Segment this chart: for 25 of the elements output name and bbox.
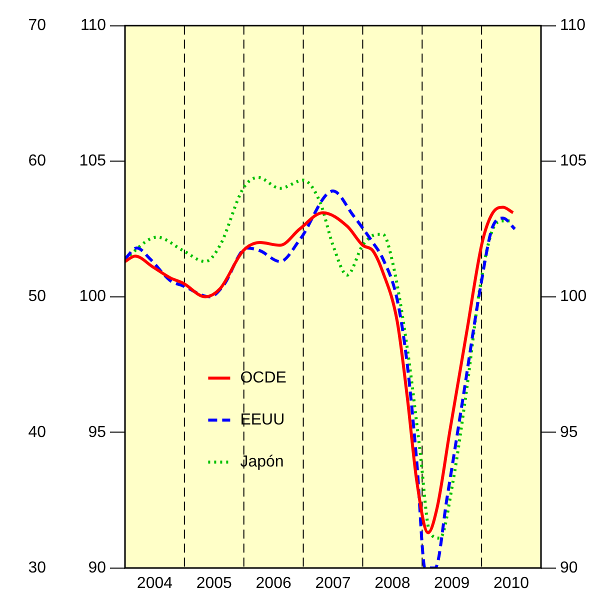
x-tick-label: 2009 bbox=[434, 575, 470, 592]
y-tick-label: 95 bbox=[88, 424, 106, 441]
y3-tick-label: 50 bbox=[28, 288, 46, 306]
x-tick-label: 2007 bbox=[315, 575, 351, 592]
y3-tick-label: 30 bbox=[28, 559, 46, 576]
y2-tick-label: 100 bbox=[560, 288, 587, 306]
y3-tick-label: 70 bbox=[28, 17, 46, 34]
x-tick-label: 2008 bbox=[374, 575, 410, 592]
legend-label: EEUU bbox=[240, 412, 285, 429]
y2-tick-label: 110 bbox=[560, 17, 586, 34]
y-tick-label: 90 bbox=[88, 559, 106, 576]
legend-label: Japón bbox=[240, 454, 284, 471]
y-tick-label: 105 bbox=[79, 152, 106, 170]
x-tick-label: 2006 bbox=[256, 575, 292, 592]
y3-tick-label: 60 bbox=[28, 152, 46, 170]
y-tick-label: 100 bbox=[79, 288, 106, 306]
y2-tick-label: 105 bbox=[560, 152, 587, 170]
legend-label: OCDE bbox=[240, 370, 286, 387]
y-tick-label: 110 bbox=[80, 17, 106, 34]
x-tick-label: 2004 bbox=[136, 575, 173, 592]
y2-tick-label: 95 bbox=[560, 424, 578, 441]
y3-tick-label: 40 bbox=[28, 424, 46, 441]
x-tick-label: 2005 bbox=[196, 575, 232, 592]
x-tick-label: 2010 bbox=[493, 575, 530, 592]
y2-tick-label: 90 bbox=[560, 559, 578, 576]
